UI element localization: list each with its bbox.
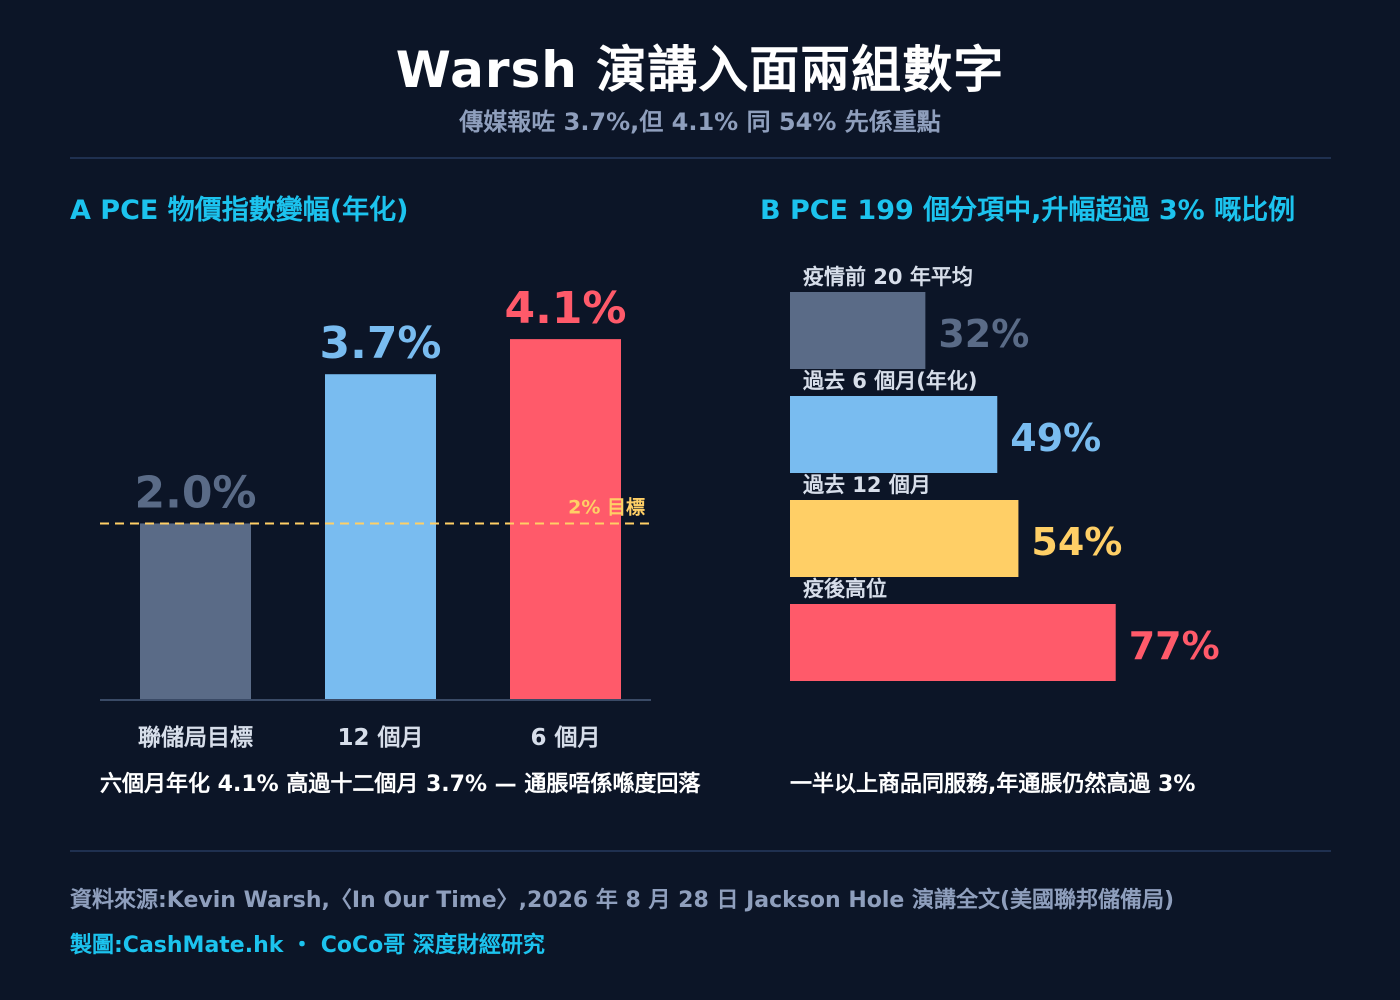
bar-a-category-1: 12 個月 (337, 725, 423, 751)
panel-a-caption: 六個月年化 4.1% 高過十二個月 3.7% — 通脹唔係喺度回落 (100, 772, 701, 797)
bar-b-value-0: 32% (938, 312, 1029, 356)
bar-b-category-2: 過去 12 個月 (803, 473, 931, 497)
bar-a-category-0: 聯儲局目標 (138, 725, 253, 751)
bar-a-2 (510, 339, 621, 699)
bar-a-0 (140, 523, 251, 699)
bar-b-1 (790, 396, 998, 473)
bar-a-value-0: 2.0% (134, 467, 256, 518)
bar-b-category-1: 過去 6 個月(年化) (803, 369, 977, 393)
page-subtitle: 傳媒報咗 3.7%,但 4.1% 同 54% 先係重點 (459, 108, 941, 136)
source-note: 資料來源:Kevin Warsh,〈In Our Time〉,2026 年 8 … (70, 888, 1175, 913)
credit-note: 製圖:CashMate.hk ・ CoCo哥 深度財經研究 (70, 933, 545, 958)
target-reference-label: 2% 目標 (568, 495, 645, 518)
bar-a-value-1: 3.7% (319, 318, 441, 369)
panel-b-caption: 一半以上商品同服務,年通脹仍然高過 3% (790, 772, 1196, 797)
top-divider (70, 157, 1331, 159)
bar-a-value-2: 4.1% (504, 283, 626, 334)
page-title: Warsh 演講入面兩組數字 (395, 41, 1005, 99)
bar-b-value-2: 54% (1031, 520, 1122, 564)
bar-b-value-3: 77% (1129, 624, 1220, 668)
bar-a-category-2: 6 個月 (530, 725, 600, 751)
bottom-divider (70, 850, 1331, 852)
panel-b-heading: B PCE 199 個分項中,升幅超過 3% 嘅比例 (760, 195, 1296, 226)
bar-b-category-3: 疫後高位 (803, 577, 887, 601)
bar-b-value-1: 49% (1010, 416, 1101, 460)
bar-b-2 (790, 500, 1019, 577)
bar-b-0 (790, 292, 926, 369)
bar-b-category-0: 疫情前 20 年平均 (803, 265, 973, 289)
bar-a-1 (325, 374, 436, 699)
panel-a-heading: A PCE 物價指數變幅(年化) (70, 195, 409, 226)
bar-b-3 (790, 604, 1116, 681)
